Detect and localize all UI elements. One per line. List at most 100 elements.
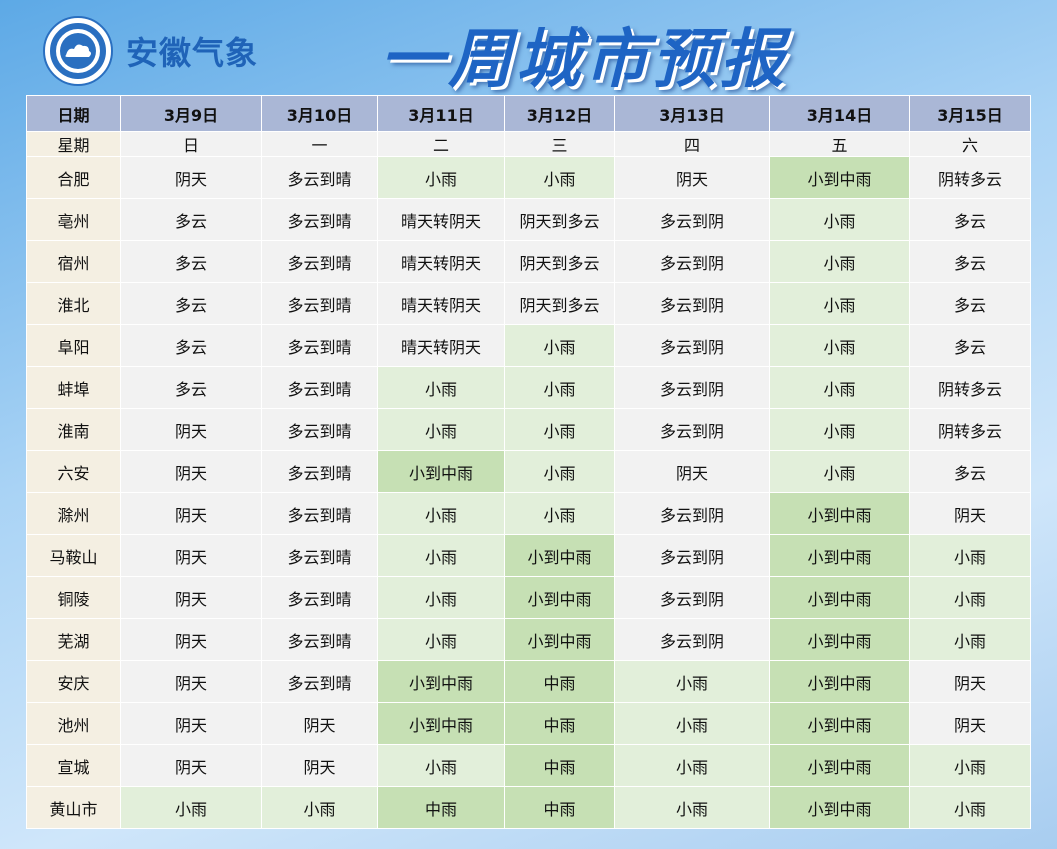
table-row: 铜陵 阴天 多云到晴 小雨 小到中雨 多云到阴 小到中雨 小雨	[26, 576, 1031, 619]
cell: 多云到晴	[261, 492, 378, 535]
cell: 三	[504, 131, 615, 157]
cell: 多云到阴	[614, 324, 770, 367]
cell: 小到中雨	[504, 576, 615, 619]
cell: 阴转多云	[909, 366, 1031, 409]
cell: 多云	[909, 282, 1031, 325]
cell: 小雨	[377, 744, 505, 787]
cell: 六	[909, 131, 1031, 157]
table-row: 宿州 多云 多云到晴 晴天转阴天 阴天到多云 多云到阴 小雨 多云	[26, 240, 1031, 283]
cell: 多云	[120, 198, 262, 241]
cell: 多云到晴	[261, 450, 378, 493]
cell: 多云到晴	[261, 660, 378, 703]
cell: 多云	[909, 324, 1031, 367]
table-row: 马鞍山 阴天 多云到晴 小雨 小到中雨 多云到阴 小到中雨 小雨	[26, 534, 1031, 577]
cell: 多云到阴	[614, 618, 770, 661]
cell: 多云到阴	[614, 366, 770, 409]
cell: 阴天	[614, 156, 770, 199]
cell: 阴天	[120, 492, 262, 535]
cell: 多云	[120, 282, 262, 325]
cell: 多云到晴	[261, 240, 378, 283]
row-label: 合肥	[26, 156, 121, 199]
table-row: 淮南 阴天 多云到晴 小雨 小雨 多云到阴 小雨 阴转多云	[26, 408, 1031, 451]
row-label: 淮南	[26, 408, 121, 451]
cell: 多云到阴	[614, 282, 770, 325]
cell: 多云到晴	[261, 408, 378, 451]
cell: 小到中雨	[769, 660, 910, 703]
cell: 小雨	[377, 534, 505, 577]
cell: 阴天	[120, 534, 262, 577]
cell: 小雨	[504, 450, 615, 493]
cell: 小雨	[504, 408, 615, 451]
cell: 小雨	[769, 198, 910, 241]
table-row: 滁州 阴天 多云到晴 小雨 小雨 多云到阴 小到中雨 阴天	[26, 492, 1031, 535]
table-row: 合肥 阴天 多云到晴 小雨 小雨 阴天 小到中雨 阴转多云	[26, 156, 1031, 199]
cell: 小雨	[377, 618, 505, 661]
cell: 多云到晴	[261, 282, 378, 325]
cell: 多云到晴	[261, 366, 378, 409]
cell: 小雨	[377, 156, 505, 199]
row-label: 亳州	[26, 198, 121, 241]
cell: 3月10日	[261, 95, 378, 132]
row-label: 马鞍山	[26, 534, 121, 577]
cell: 阴天到多云	[504, 198, 615, 241]
cell: 小雨	[614, 702, 770, 745]
cell: 多云	[909, 450, 1031, 493]
cell: 阴天	[120, 408, 262, 451]
cell: 多云到晴	[261, 198, 378, 241]
cell: 多云	[120, 366, 262, 409]
cell: 阴天	[120, 156, 262, 199]
cell: 小雨	[909, 618, 1031, 661]
cell: 四	[614, 131, 770, 157]
cell: 日	[120, 131, 262, 157]
cell: 阴天	[909, 492, 1031, 535]
cell: 小雨	[769, 240, 910, 283]
cell: 阴天	[909, 660, 1031, 703]
cell: 阴天	[120, 660, 262, 703]
cell: 阴天	[120, 576, 262, 619]
table-row: 亳州 多云 多云到晴 晴天转阴天 阴天到多云 多云到阴 小雨 多云	[26, 198, 1031, 241]
row-label: 安庆	[26, 660, 121, 703]
cell: 中雨	[504, 702, 615, 745]
cell: 阴转多云	[909, 156, 1031, 199]
cell: 小到中雨	[769, 702, 910, 745]
cell: 多云到阴	[614, 576, 770, 619]
brand: 安徽气象	[126, 34, 259, 72]
row-label: 阜阳	[26, 324, 121, 367]
cell: 多云	[909, 240, 1031, 283]
cell: 多云	[909, 198, 1031, 241]
logo	[43, 16, 113, 86]
cell: 阴天到多云	[504, 282, 615, 325]
cell: 小雨	[377, 408, 505, 451]
cell: 晴天转阴天	[377, 198, 505, 241]
row-label: 星期	[26, 131, 121, 157]
cell: 小到中雨	[769, 618, 910, 661]
cell: 小雨	[120, 786, 262, 829]
cell: 3月13日	[614, 95, 770, 132]
cell: 多云到晴	[261, 324, 378, 367]
cell: 3月11日	[377, 95, 505, 132]
cell: 小雨	[504, 156, 615, 199]
cell: 多云到阴	[614, 534, 770, 577]
cell: 阴天	[261, 702, 378, 745]
cell: 小到中雨	[769, 156, 910, 199]
cell: 3月12日	[504, 95, 615, 132]
cell: 阴转多云	[909, 408, 1031, 451]
cell: 小到中雨	[769, 786, 910, 829]
cell: 多云到晴	[261, 534, 378, 577]
cell: 小到中雨	[769, 492, 910, 535]
row-label: 宿州	[26, 240, 121, 283]
cell: 多云到晴	[261, 618, 378, 661]
cell: 小到中雨	[504, 618, 615, 661]
cell: 阴天	[120, 744, 262, 787]
cell: 小到中雨	[504, 534, 615, 577]
cell: 小雨	[504, 366, 615, 409]
row-label: 宣城	[26, 744, 121, 787]
title: 一周城市预报	[380, 23, 788, 97]
table-row: 黄山市 小雨 小雨 中雨 中雨 小雨 小到中雨 小雨	[26, 786, 1031, 829]
table-row: 芜湖 阴天 多云到晴 小雨 小到中雨 多云到阴 小到中雨 小雨	[26, 618, 1031, 661]
cell: 多云到阴	[614, 198, 770, 241]
forecast-table: 日期 3月9日 3月10日 3月11日 3月12日 3月13日 3月14日 3月15日 星期日一…	[26, 95, 1031, 829]
cell: 小雨	[614, 660, 770, 703]
cell: 小雨	[504, 324, 615, 367]
table-row: 星期日一二三四五六	[26, 131, 1031, 157]
